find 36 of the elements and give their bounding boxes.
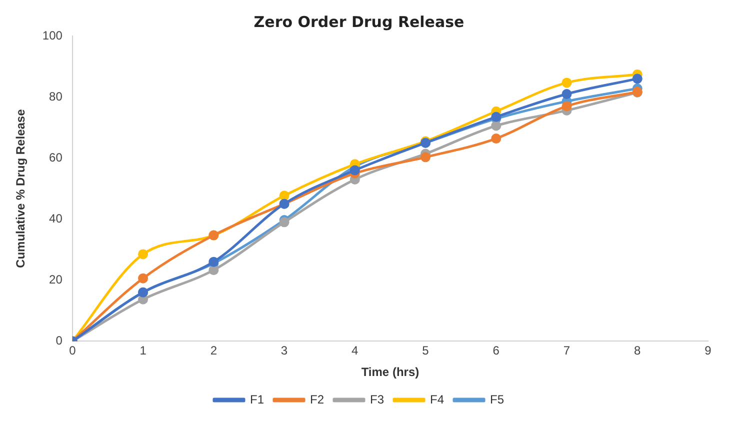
- x-axis-title: Time (hrs): [361, 365, 420, 380]
- point: [632, 74, 642, 84]
- y-tick-label: 0: [56, 334, 63, 348]
- point: [562, 78, 572, 88]
- x-tick-label: 2: [210, 344, 218, 358]
- legend-label: F5: [490, 392, 504, 406]
- x-tick-label: 3: [280, 344, 288, 358]
- x-tick-label: 5: [422, 344, 430, 358]
- y-tick-label: 40: [49, 211, 63, 226]
- point: [491, 120, 502, 131]
- x-tick-label: 9: [704, 344, 712, 358]
- point: [208, 265, 219, 276]
- point: [491, 134, 502, 144]
- legend-label: F3: [370, 392, 384, 406]
- point: [138, 249, 148, 260]
- point: [279, 190, 290, 201]
- legend-label: F2: [310, 392, 324, 406]
- x-tick-label: 7: [563, 344, 570, 358]
- chart-title: Zero Order Drug Release: [254, 12, 464, 31]
- y-tick-label: 20: [49, 272, 63, 286]
- x-tick-label: 0: [69, 344, 76, 358]
- legend-label: F1: [250, 392, 264, 406]
- legend-label: F4: [430, 392, 444, 406]
- y-tick-label: 80: [49, 89, 63, 104]
- point: [350, 165, 360, 176]
- x-tick-label: 4: [352, 344, 359, 358]
- point: [138, 273, 148, 284]
- y-axis-title: Cumulative % Drug Release: [14, 108, 28, 268]
- point: [562, 88, 572, 99]
- x-tick-label: 6: [492, 344, 500, 358]
- x-tick-label: 8: [634, 344, 642, 358]
- y-tick-label: 100: [42, 28, 63, 42]
- point: [562, 101, 572, 112]
- x-tick-label: 1: [140, 344, 147, 358]
- point: [420, 152, 431, 162]
- y-tick-label: 60: [49, 150, 63, 164]
